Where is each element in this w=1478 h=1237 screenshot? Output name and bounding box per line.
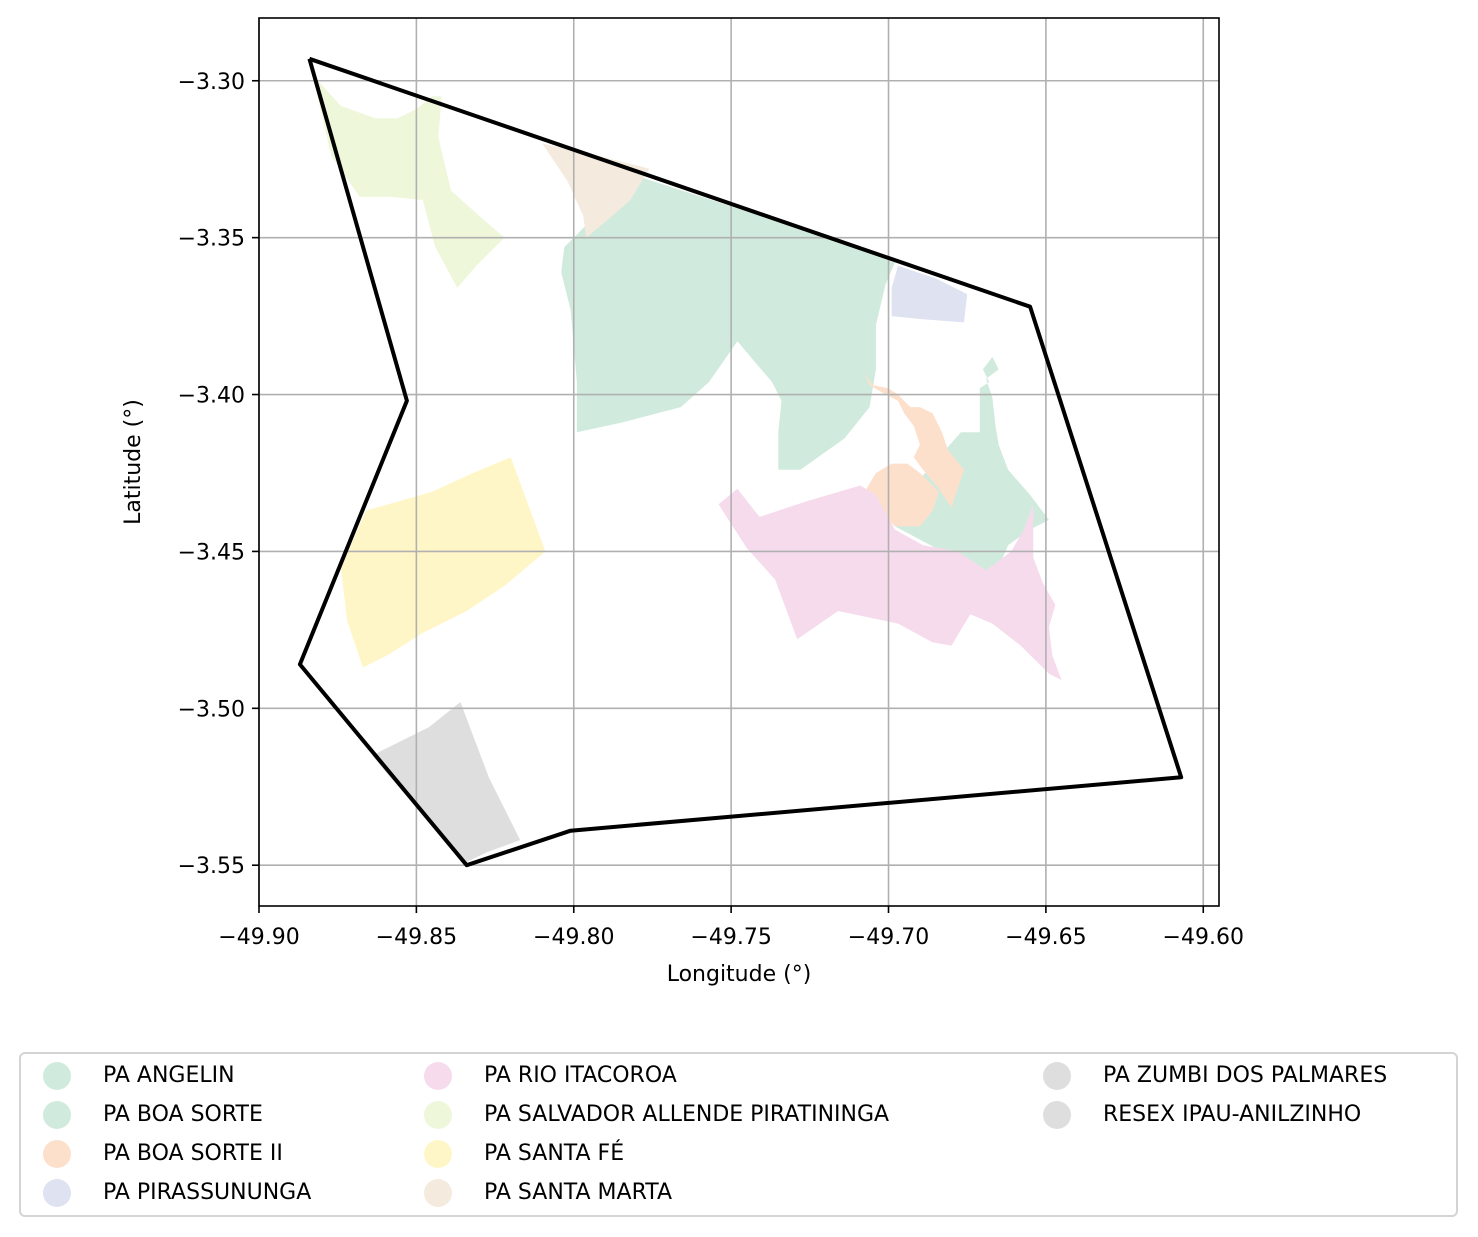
legend-label: PA SALVADOR ALLENDE PIRATININGA (484, 1102, 890, 1127)
x-axis-label: Longitude (°) (667, 962, 812, 987)
legend-item-pa-salvador-allende-piratininga: PA SALVADOR ALLENDE PIRATININGA (424, 1101, 889, 1129)
legend-label: PA BOA SORTE II (103, 1141, 283, 1166)
legend-item-pa-santa-marta: PA SANTA MARTA (424, 1179, 672, 1207)
legend-label: PA ZUMBI DOS PALMARES (1103, 1063, 1388, 1088)
y-tick-label-0: −3.30 (178, 70, 245, 95)
area-pa-pirassununga (891, 265, 968, 323)
y-tick-label-4: −3.50 (178, 697, 245, 722)
y-tick-label-1: −3.35 (178, 227, 245, 252)
legend-item-pa-angelin: PA ANGELIN (43, 1062, 235, 1090)
legend-marker-icon (424, 1179, 452, 1207)
legend: PA ANGELIN PA BOA SORTE PA BOA SORTE II PA … (19, 1052, 1458, 1217)
x-axis-ticks: −49.90 −49.85 −49.80 −49.75 −49.70 −49.65 −49.… (218, 906, 1244, 950)
x-tick-label-0: −49.90 (218, 925, 299, 950)
legend-item-pa-zumbi-dos-palmares: PA ZUMBI DOS PALMARES (1043, 1062, 1387, 1090)
x-tick-label-3: −49.75 (690, 925, 771, 950)
legend-marker-icon (424, 1140, 452, 1168)
x-tick-label-5: −49.65 (1005, 925, 1086, 950)
legend-marker-icon (43, 1140, 71, 1168)
legend-marker-icon (43, 1179, 71, 1207)
x-tick-label-1: −49.85 (376, 925, 457, 950)
area-pa-boa-sorte-ii (863, 372, 964, 508)
legend-item-resex-ipau-anilzinho: RESEX IPAU-ANILZINHO (1043, 1101, 1361, 1129)
area-pa-rio-itacoroa (718, 485, 1062, 681)
legend-marker-icon (424, 1062, 452, 1090)
y-axis-label: Latitude (°) (121, 399, 146, 525)
legend-item-pa-santa-fe: PA SANTA FÉ (424, 1140, 624, 1168)
y-axis-ticks: −3.30 −3.35 −3.40 −3.45 −3.50 −3.55 (178, 70, 259, 879)
grid-layer (258, 18, 1219, 906)
legend-item-pa-pirassununga: PA PIRASSUNUNGA (43, 1179, 311, 1207)
area-pa-angelin (885, 356, 1049, 577)
legend-marker-icon (424, 1101, 452, 1129)
legend-label: PA SANTA MARTA (484, 1180, 673, 1205)
map-figure: −49.90 −49.85 −49.80 −49.75 −49.70 −49.65 −49.… (121, 17, 1244, 987)
boundary-layer (297, 56, 1184, 868)
protected-areas-layer (312, 74, 1062, 863)
area-pa-zumbi-dos-palmares (372, 702, 521, 863)
legend-label: PA SANTA FÉ (484, 1141, 625, 1166)
legend-item-pa-boa-sorte: PA BOA SORTE (43, 1101, 263, 1129)
area-pa-santa-fe (340, 457, 546, 668)
x-tick-label-6: −49.60 (1163, 925, 1244, 950)
y-tick-label-5: −3.55 (178, 854, 245, 879)
legend-marker-icon (1043, 1101, 1071, 1129)
legend-label: PA BOA SORTE (103, 1102, 263, 1127)
area-pa-salvador-allende-piratininga (312, 74, 505, 288)
legend-item-pa-boa-sorte-ii: PA BOA SORTE II (43, 1140, 283, 1168)
area-pa-boa-sorte (561, 178, 895, 470)
legend-label: PA RIO ITACOROA (484, 1063, 677, 1088)
legend-label: PA PIRASSUNUNGA (103, 1180, 312, 1205)
study-area-boundary (297, 56, 1184, 868)
y-tick-label-2: −3.40 (178, 384, 245, 409)
x-tick-label-4: −49.70 (848, 925, 929, 950)
plot-frame (258, 17, 1220, 907)
y-tick-label-3: −3.45 (178, 540, 245, 565)
legend-marker-icon (43, 1101, 71, 1129)
area-pa-boa-sorte-ii-1 (866, 463, 939, 527)
legend-label: PA ANGELIN (103, 1063, 235, 1088)
legend-marker-icon (1043, 1062, 1071, 1090)
x-tick-label-2: −49.80 (533, 925, 614, 950)
legend-label: RESEX IPAU-ANILZINHO (1103, 1102, 1362, 1127)
legend-marker-icon (43, 1062, 71, 1090)
legend-item-pa-rio-itacoroa: PA RIO ITACOROA (424, 1062, 677, 1090)
